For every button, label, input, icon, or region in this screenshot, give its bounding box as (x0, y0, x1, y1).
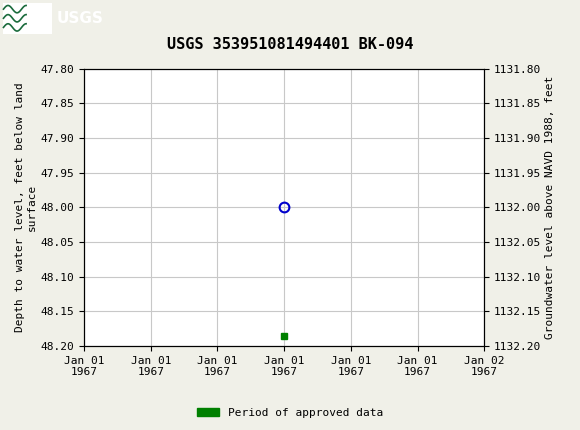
Y-axis label: Depth to water level, feet below land
surface: Depth to water level, feet below land su… (15, 83, 37, 332)
Bar (3, 3, 52, 34)
Text: USGS: USGS (57, 11, 104, 26)
Y-axis label: Groundwater level above NAVD 1988, feet: Groundwater level above NAVD 1988, feet (545, 76, 556, 339)
Legend: Period of approved data: Period of approved data (193, 403, 387, 422)
Text: USGS 353951081494401 BK-094: USGS 353951081494401 BK-094 (167, 37, 413, 52)
